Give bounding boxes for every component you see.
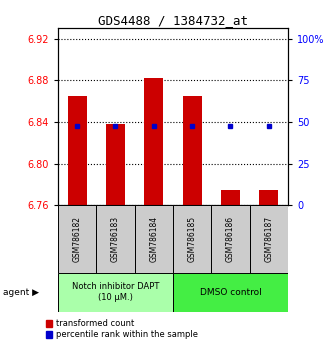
Text: GSM786185: GSM786185 (188, 216, 197, 262)
Title: GDS4488 / 1384732_at: GDS4488 / 1384732_at (98, 14, 248, 27)
Bar (96, 205, 135, 273)
Text: GSM786187: GSM786187 (264, 216, 273, 262)
Text: Notch inhibitor DAPT
(10 μM.): Notch inhibitor DAPT (10 μM.) (72, 282, 159, 302)
Bar (106, 124, 125, 205)
Bar (182, 96, 202, 205)
Bar (135, 205, 173, 273)
Bar (250, 205, 288, 273)
Text: DMSO control: DMSO control (200, 287, 261, 297)
Bar (221, 190, 240, 205)
Bar (58, 273, 173, 312)
Text: GSM786186: GSM786186 (226, 216, 235, 262)
Bar (144, 78, 164, 205)
Bar (259, 190, 278, 205)
Text: GSM786183: GSM786183 (111, 216, 120, 262)
Bar (173, 273, 288, 312)
Bar (58, 205, 96, 273)
Text: GSM786182: GSM786182 (72, 216, 82, 262)
Bar (211, 205, 250, 273)
Bar (173, 205, 211, 273)
Bar (68, 96, 87, 205)
Text: agent ▶: agent ▶ (3, 287, 39, 297)
Text: GSM786184: GSM786184 (149, 216, 158, 262)
Legend: transformed count, percentile rank within the sample: transformed count, percentile rank withi… (46, 319, 198, 339)
